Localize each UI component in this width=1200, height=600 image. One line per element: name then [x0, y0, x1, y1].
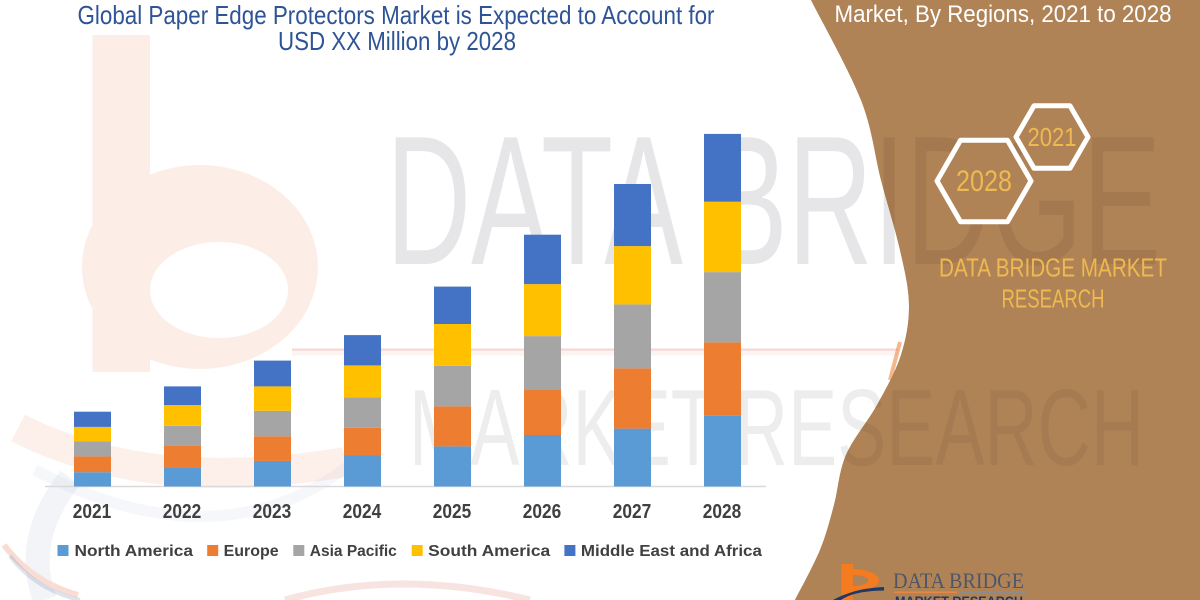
svg-text:MARKET RESEARCH: MARKET RESEARCH — [895, 593, 1023, 600]
svg-text:2025: 2025 — [433, 501, 472, 523]
svg-text:DATA BRIDGE: DATA BRIDGE — [893, 568, 1024, 593]
svg-text:Middle East and Africa: Middle East and Africa — [581, 543, 762, 560]
svg-text:2021: 2021 — [73, 501, 112, 523]
svg-text:RESEARCH: RESEARCH — [1002, 284, 1105, 314]
svg-text:South America: South America — [428, 543, 550, 560]
svg-text:2028: 2028 — [956, 165, 1012, 198]
svg-text:DATA BRIDGE MARKET: DATA BRIDGE MARKET — [939, 253, 1167, 283]
svg-text:2028: 2028 — [703, 501, 742, 523]
svg-text:North America: North America — [75, 543, 194, 560]
svg-text:2021: 2021 — [1028, 122, 1077, 152]
svg-text:2023: 2023 — [253, 501, 292, 523]
svg-text:Asia Pacific: Asia Pacific — [310, 543, 397, 560]
svg-text:Market, By Regions, 2021 to 20: Market, By Regions, 2021 to 2028 — [835, 1, 1172, 28]
svg-text:USD XX Million by 2028: USD XX Million by 2028 — [278, 26, 516, 56]
svg-text:2027: 2027 — [613, 501, 652, 523]
svg-text:Europe: Europe — [224, 543, 279, 560]
svg-text:2024: 2024 — [343, 501, 382, 523]
svg-text:2026: 2026 — [523, 501, 562, 523]
svg-text:Global Paper Edge Protectors M: Global Paper Edge Protectors Market is E… — [78, 0, 715, 30]
svg-text:2022: 2022 — [163, 501, 202, 523]
